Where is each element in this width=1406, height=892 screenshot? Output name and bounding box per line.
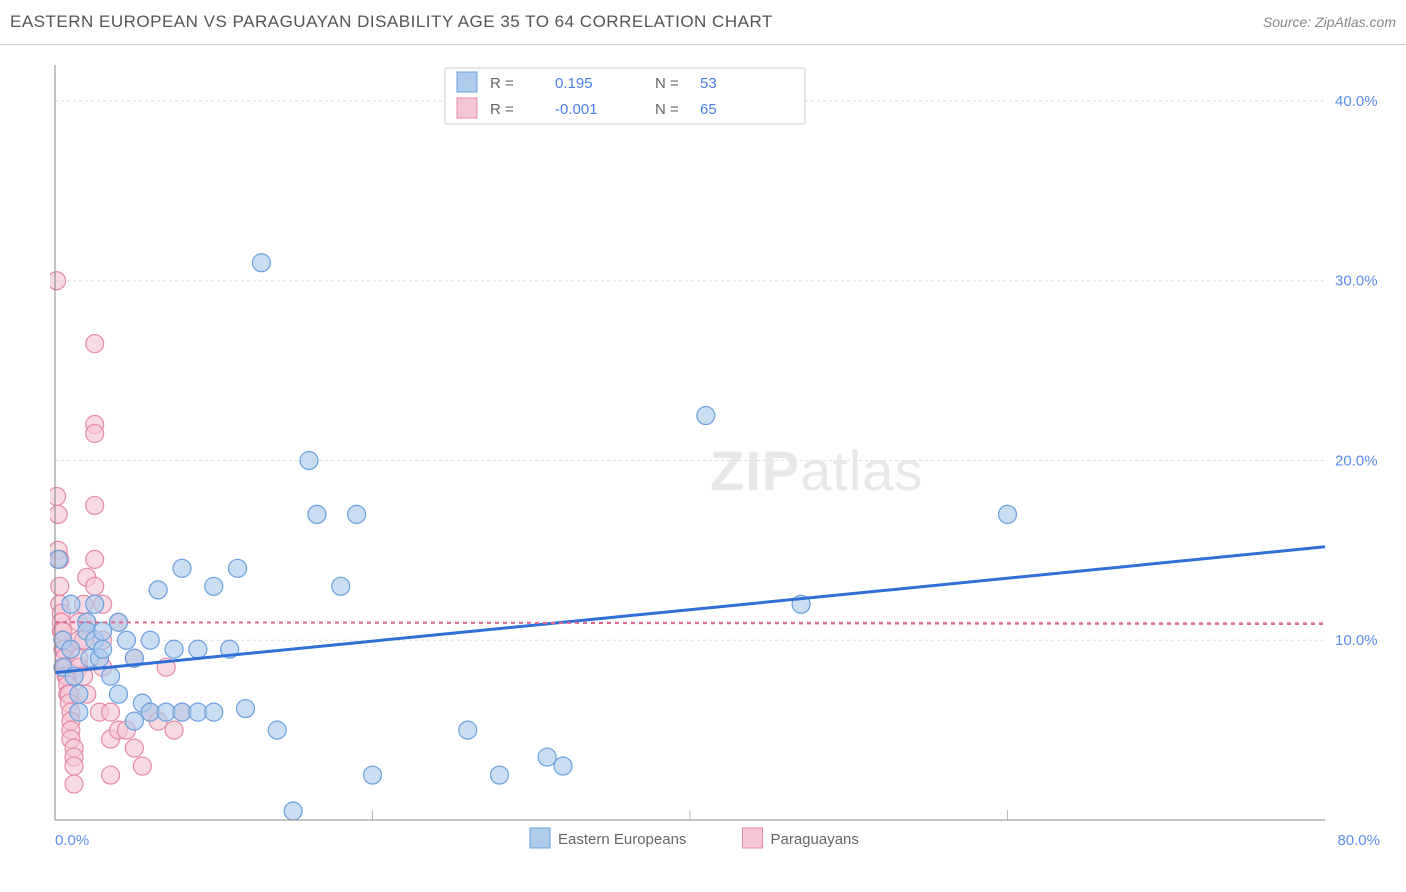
data-point [364,766,382,784]
data-point [86,550,104,568]
y-tick-label: 40.0% [1335,93,1378,110]
data-point [50,550,67,568]
data-point [999,505,1017,523]
data-point [165,640,183,658]
chart-title: EASTERN EUROPEAN VS PARAGUAYAN DISABILIT… [10,12,773,32]
data-point [348,505,366,523]
data-point [125,712,143,730]
data-point [86,577,104,595]
source-label: Source: ZipAtlas.com [1263,14,1396,30]
legend-n-value: 65 [700,101,717,118]
legend-swatch [457,72,477,92]
legend-n-label: N = [655,75,679,92]
data-point [165,721,183,739]
legend-r-label: R = [490,75,514,92]
data-point [459,721,477,739]
data-point [102,703,120,721]
data-point [62,595,80,613]
data-point [491,766,509,784]
legend-series-label: Eastern Europeans [558,831,686,848]
data-point [86,496,104,514]
legend-swatch [743,828,763,848]
data-point [62,640,80,658]
data-point [308,505,326,523]
legend-series-label: Paraguayans [771,831,859,848]
data-point [133,757,151,775]
y-tick-label: 20.0% [1335,452,1378,469]
data-point [51,577,69,595]
data-point [86,595,104,613]
y-tick-label: 30.0% [1335,273,1378,290]
data-point [70,685,88,703]
y-tick-label: 10.0% [1335,632,1378,649]
data-point [86,335,104,353]
scatter-chart: ZIPatlas10.0%20.0%30.0%40.0%0.0%80.0%Dis… [50,60,1390,850]
data-point [538,748,556,766]
data-point [237,700,255,718]
data-point [205,703,223,721]
legend-n-label: N = [655,101,679,118]
data-point [117,631,135,649]
data-point [141,631,159,649]
data-point [149,581,167,599]
data-point [205,577,223,595]
data-point [697,407,715,425]
data-point [50,272,66,290]
data-point [284,802,302,820]
data-point [173,559,191,577]
data-point [94,640,112,658]
data-point [50,505,67,523]
data-point [70,703,88,721]
data-point [102,667,120,685]
data-point [229,559,247,577]
legend-r-value: -0.001 [555,101,598,118]
legend-r-value: 0.195 [555,75,593,92]
data-point [110,685,128,703]
watermark: ZIPatlas [710,439,923,502]
data-point [554,757,572,775]
data-point [125,739,143,757]
data-point [102,766,120,784]
header-bar: EASTERN EUROPEAN VS PARAGUAYAN DISABILIT… [0,0,1406,45]
legend-swatch [457,98,477,118]
regression-line [55,622,1325,624]
data-point [300,451,318,469]
data-point [65,757,83,775]
chart-container: ZIPatlas10.0%20.0%30.0%40.0%0.0%80.0%Dis… [50,60,1390,850]
data-point [332,577,350,595]
data-point [86,425,104,443]
data-point [65,775,83,793]
legend-swatch [530,828,550,848]
data-point [189,640,207,658]
data-point [50,487,66,505]
data-point [94,622,112,640]
x-tick-label: 80.0% [1337,832,1380,849]
legend-n-value: 53 [700,75,717,92]
x-tick-label: 0.0% [55,832,89,849]
data-point [268,721,286,739]
legend-r-label: R = [490,101,514,118]
data-point [252,254,270,272]
